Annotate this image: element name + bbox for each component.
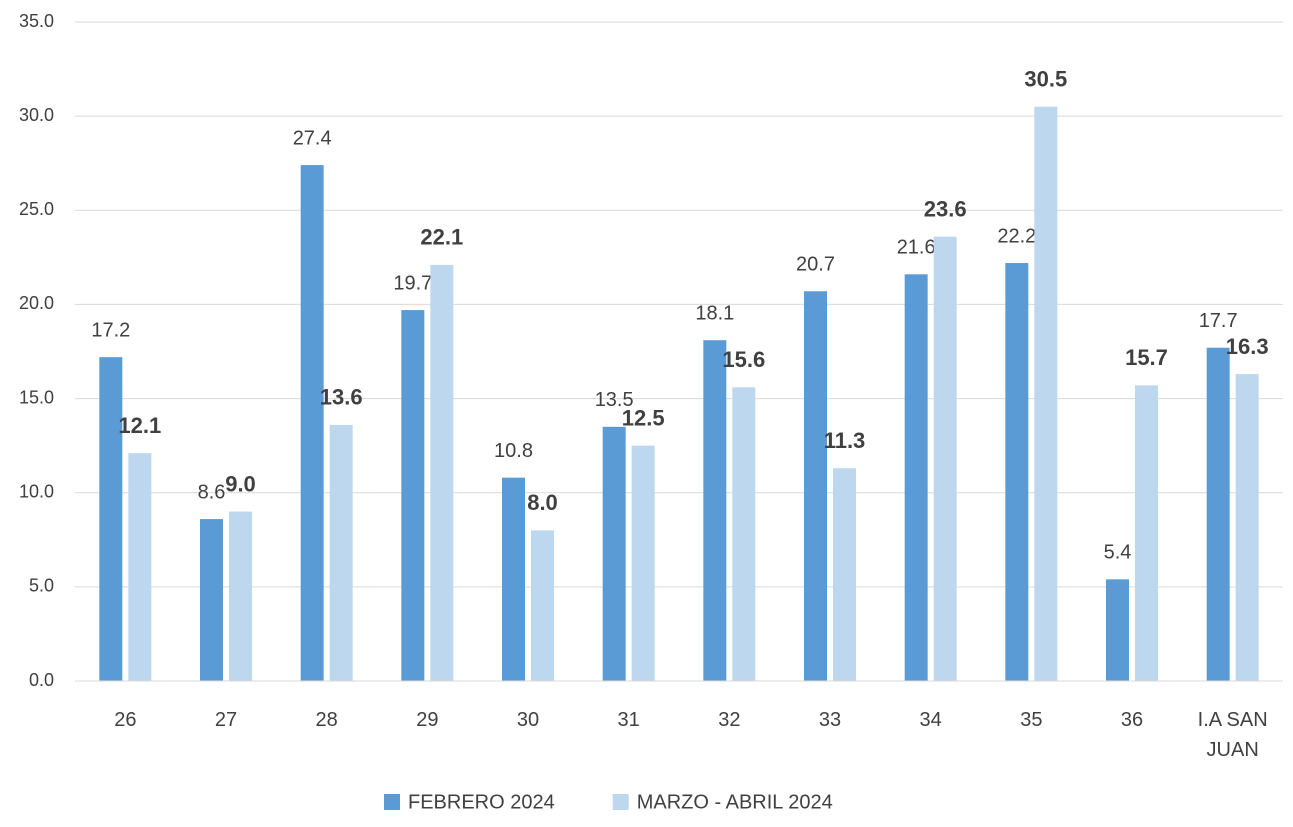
bar xyxy=(531,530,554,681)
value-label: 16.3 xyxy=(1226,334,1269,359)
y-tick-label: 0.0 xyxy=(29,670,54,690)
value-label: 8.6 xyxy=(198,481,226,503)
legend-swatch xyxy=(612,794,629,810)
bar xyxy=(502,477,525,681)
bar xyxy=(833,468,856,681)
bar xyxy=(1206,347,1230,681)
bar xyxy=(904,274,928,681)
x-tick-label: 32 xyxy=(718,709,741,731)
value-label: 5.4 xyxy=(1104,542,1132,564)
x-tick-label: I.A SAN JUAN xyxy=(1197,709,1268,761)
value-label: 15.7 xyxy=(1125,345,1168,370)
bar xyxy=(329,424,353,681)
y-tick-label: 25.0 xyxy=(19,199,54,219)
bar xyxy=(430,264,454,681)
value-label: 21.6 xyxy=(897,237,936,259)
x-tick-label: 33 xyxy=(818,709,842,731)
value-label: 12.5 xyxy=(622,405,665,430)
value-label: 12.1 xyxy=(118,413,161,438)
x-tick-label: 35 xyxy=(1020,709,1043,731)
value-label: 22.1 xyxy=(420,225,463,250)
legend-label: FEBRERO 2024 xyxy=(408,791,555,813)
bar xyxy=(732,387,756,681)
y-tick-label: 5.0 xyxy=(29,576,54,596)
value-label: 15.6 xyxy=(722,347,765,372)
y-tick-label: 15.0 xyxy=(19,387,54,407)
value-label: 17.7 xyxy=(1199,310,1238,332)
legend-label: MARZO - ABRIL 2024 xyxy=(637,791,833,813)
y-tick-label: 35.0 xyxy=(19,11,54,31)
x-tick-label: 34 xyxy=(919,709,942,731)
bar xyxy=(1005,263,1029,681)
y-tick-label: 30.0 xyxy=(19,105,54,125)
value-label: 13.5 xyxy=(595,389,634,411)
value-label: 10.8 xyxy=(494,440,533,462)
value-label: 23.6 xyxy=(924,196,967,221)
bar xyxy=(703,340,727,681)
y-tick-label: 20.0 xyxy=(19,293,54,313)
value-label: 18.1 xyxy=(695,302,734,324)
x-tick-label: 26 xyxy=(114,709,137,731)
x-tick-label: 30 xyxy=(516,709,540,731)
x-tick-label: 29 xyxy=(416,709,439,731)
value-label: 17.2 xyxy=(91,319,130,341)
bar xyxy=(1235,374,1259,681)
bar xyxy=(401,310,425,681)
bar xyxy=(128,453,152,681)
x-tick-label: 36 xyxy=(1120,709,1144,731)
x-tick-label: 28 xyxy=(315,709,338,731)
bar xyxy=(99,357,123,681)
value-label: 27.4 xyxy=(293,127,332,149)
x-tick-label: 31 xyxy=(617,709,640,731)
value-label: 19.7 xyxy=(393,272,432,294)
bar xyxy=(229,511,252,681)
bar xyxy=(933,236,957,681)
value-label: 9.0 xyxy=(225,471,256,496)
value-label: 30.5 xyxy=(1024,67,1067,92)
bar xyxy=(300,165,324,681)
bar xyxy=(200,519,223,681)
value-label: 20.7 xyxy=(796,254,835,276)
value-label: 13.6 xyxy=(320,385,363,410)
bar xyxy=(602,426,626,681)
bar xyxy=(1106,579,1129,681)
legend-swatch xyxy=(384,794,400,810)
bar xyxy=(804,291,827,681)
bar xyxy=(631,445,655,681)
value-label: 22.2 xyxy=(997,225,1036,247)
value-label: 8.0 xyxy=(527,490,558,515)
bar xyxy=(1034,106,1058,681)
bar xyxy=(1135,385,1158,681)
y-tick-label: 10.0 xyxy=(19,481,54,501)
value-label: 11.3 xyxy=(824,428,866,453)
x-tick-label: 27 xyxy=(214,709,238,731)
